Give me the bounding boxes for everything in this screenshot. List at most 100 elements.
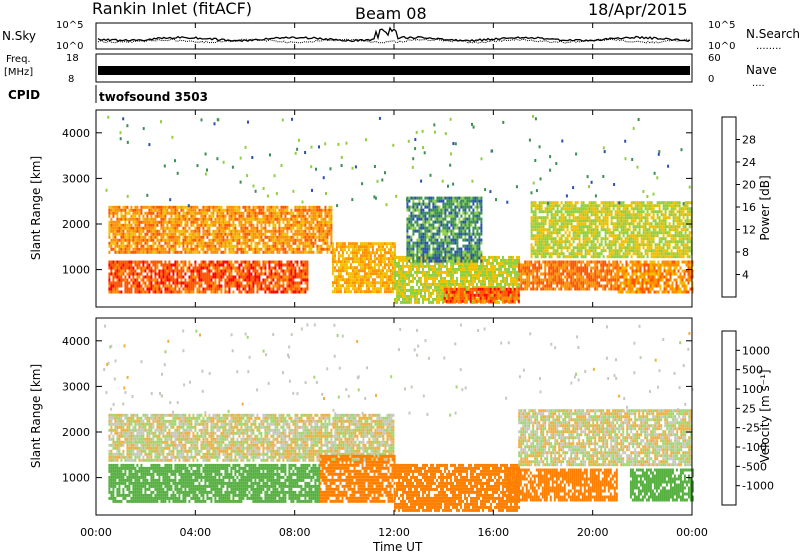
- heatmap-cell: [130, 208, 133, 212]
- heatmap-cell: [158, 287, 161, 291]
- heatmap-cell: [440, 220, 443, 224]
- heatmap-cell: [194, 235, 197, 239]
- heatmap-cell: [456, 253, 459, 257]
- heatmap-cell: [452, 238, 455, 242]
- heatmap-cell: [244, 266, 247, 270]
- heatmap-cell: [438, 291, 440, 295]
- heatmap-cell: [476, 217, 479, 221]
- heatmap-cell: [128, 235, 131, 239]
- heatmap-cell: [170, 238, 173, 242]
- heatmap-cell: [428, 244, 431, 248]
- heatmap-cell: [536, 269, 539, 273]
- heatmap-cell: [410, 300, 412, 304]
- heatmap-cell: [448, 282, 450, 286]
- heatmap-cell: [226, 211, 229, 215]
- heatmap-cell: [472, 273, 474, 277]
- heatmap-cell: [434, 270, 436, 274]
- heatmap-cell: [280, 290, 283, 294]
- heatmap-cell: [138, 214, 141, 218]
- heatmap-cell: [156, 278, 159, 282]
- heatmap-cell: [116, 223, 119, 227]
- heatmap-cell: [182, 244, 185, 248]
- heatmap-cell: [228, 278, 231, 282]
- heatmap-cell: [264, 226, 267, 230]
- heatmap-cell: [284, 290, 287, 294]
- heatmap-cell: [343, 281, 346, 285]
- heatmap-cell: [608, 272, 611, 276]
- heatmap-cell: [316, 208, 319, 212]
- heatmap-cell: [134, 205, 137, 209]
- heatmap-cell: [112, 287, 115, 291]
- heatmap-cell: [432, 199, 435, 203]
- heatmap-cell: [600, 263, 603, 267]
- heatmap-cell: [478, 217, 481, 221]
- heatmap-cell: [162, 232, 165, 236]
- heatmap-cell: [146, 263, 149, 267]
- heatmap-cell: [544, 284, 547, 288]
- heatmap-cell: [120, 229, 123, 233]
- heatmap-cell: [226, 278, 229, 282]
- heatmap-cell: [440, 267, 442, 271]
- heatmap-cell: [318, 232, 321, 236]
- heatmap-cell: [150, 220, 153, 224]
- heatmap-cell: [486, 261, 488, 265]
- heatmap-cell: [114, 290, 117, 294]
- heatmap-cell: [218, 247, 221, 251]
- heatmap-cell: [326, 220, 329, 224]
- heatmap-cell: [202, 287, 205, 291]
- heatmap-cell: [410, 238, 413, 242]
- heatmap-cell: [314, 232, 317, 236]
- heatmap-cell: [495, 290, 498, 294]
- heatmap-cell: [359, 284, 362, 288]
- heatmap-cell: [404, 297, 406, 301]
- heatmap-cell: [242, 278, 245, 282]
- heatmap-cell: [108, 275, 111, 279]
- heatmap-cell: [486, 270, 488, 274]
- heatmap-cell: [296, 229, 299, 233]
- heatmap-cell: [302, 223, 305, 227]
- heatmap-cell: [126, 266, 129, 270]
- heatmap-cell: [375, 242, 378, 246]
- heatmap-cell: [456, 223, 459, 227]
- heatmap-cell: [250, 272, 253, 276]
- heatmap-cell: [170, 223, 173, 227]
- heatmap-cell: [276, 278, 279, 282]
- heatmap-cell: [300, 290, 303, 294]
- heatmap-cell: [473, 293, 476, 297]
- heatmap-cell: [252, 290, 255, 294]
- heatmap-cell: [440, 288, 442, 292]
- heatmap-cell: [482, 279, 484, 283]
- heatmap-cell: [462, 223, 465, 227]
- heatmap-cell: [464, 223, 467, 227]
- heatmap-cell: [326, 223, 329, 227]
- heatmap-cell: [272, 217, 275, 221]
- heatmap-cell: [146, 220, 149, 224]
- cpid-label: CPID: [8, 88, 40, 102]
- heatmap-cell: [416, 223, 419, 227]
- heatmap-cell: [480, 241, 483, 245]
- heatmap-cell: [190, 208, 193, 212]
- heatmap-cell: [507, 296, 510, 300]
- heatmap-cell: [204, 260, 207, 264]
- heatmap-cell: [270, 211, 273, 215]
- heatmap-cell: [276, 217, 279, 221]
- heatmap-cell: [506, 270, 508, 274]
- heatmap-cell: [116, 241, 119, 245]
- heatmap-cell: [416, 264, 418, 268]
- heatmap-cell: [476, 238, 479, 242]
- heatmap-cell: [349, 290, 352, 294]
- heatmap-cell: [226, 226, 229, 230]
- heatmap-cell: [434, 261, 436, 265]
- heatmap-cell: [440, 285, 442, 289]
- heatmap-cell: [462, 199, 465, 203]
- heatmap-cell: [448, 253, 451, 257]
- heatmap-cell: [574, 278, 577, 282]
- heatmap-cell: [466, 297, 468, 301]
- heatmap-cell: [410, 288, 412, 292]
- heatmap-cell: [330, 226, 333, 230]
- heatmap-cell: [264, 214, 267, 218]
- heatmap-cell: [288, 272, 291, 276]
- heatmap-cell: [548, 275, 551, 279]
- heatmap-cell: [460, 279, 462, 283]
- heatmap-cell: [198, 250, 201, 254]
